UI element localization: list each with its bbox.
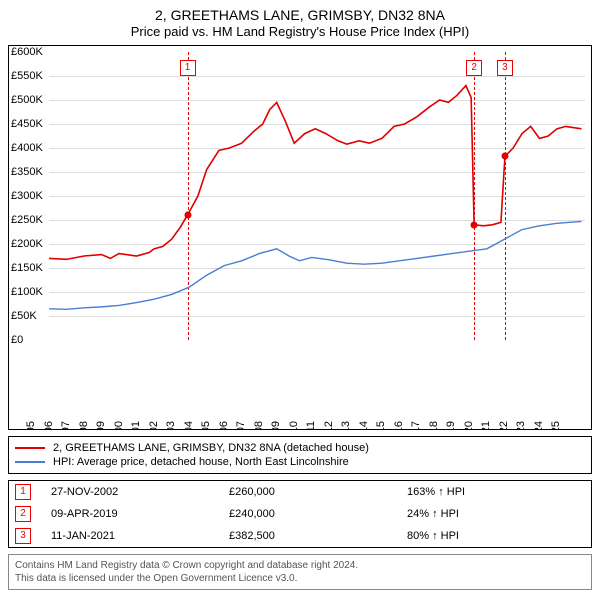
- row-date: 11-JAN-2021: [51, 530, 229, 542]
- x-axis-label: 2012: [329, 421, 341, 430]
- x-axis-label: 2023: [521, 421, 533, 430]
- x-axis-label: 1995: [31, 421, 43, 430]
- x-axis-label: 2009: [276, 421, 288, 430]
- legend-swatch: [15, 447, 45, 449]
- x-axis-label: 1998: [83, 421, 95, 430]
- price-marker: [501, 153, 508, 160]
- legend-label: HPI: Average price, detached house, Nort…: [53, 456, 349, 468]
- x-axis-label: 2003: [171, 421, 183, 430]
- y-axis-label: £250K: [11, 214, 43, 226]
- y-axis-label: £600K: [11, 46, 43, 58]
- series-hpi: [49, 222, 581, 310]
- y-axis-label: £500K: [11, 94, 43, 106]
- y-axis-label: £0: [11, 334, 23, 346]
- legend-item: HPI: Average price, detached house, Nort…: [15, 455, 585, 469]
- x-axis-label: 2025: [556, 421, 568, 430]
- row-callout-ref: 2: [15, 506, 31, 522]
- price-marker: [471, 221, 478, 228]
- chart-plot: £0 £50K £100K £150K £200K £250K £300K £350K £400…: [8, 45, 592, 430]
- row-hpi: 163% ↑ HPI: [407, 486, 585, 498]
- row-hpi: 80% ↑ HPI: [407, 530, 585, 542]
- x-axis-label: 2002: [153, 421, 165, 430]
- series-property: [49, 86, 581, 260]
- x-axis-label: 2011: [311, 421, 323, 430]
- chart-subtitle: Price paid vs. HM Land Registry's House …: [8, 24, 592, 41]
- x-axis-label: 2007: [241, 421, 253, 430]
- transactions-table: 1 27-NOV-2002£260,000163% ↑ HPI 2 09-APR-20…: [8, 480, 592, 548]
- y-axis-label: £100K: [11, 286, 43, 298]
- row-date: 27-NOV-2002: [51, 486, 229, 498]
- legend-item: 2, GREETHAMS LANE, GRIMSBY, DN32 8NA (de…: [15, 441, 585, 455]
- row-date: 09-APR-2019: [51, 508, 229, 520]
- row-price: £240,000: [229, 508, 407, 520]
- x-axis-label: 2010: [293, 421, 305, 430]
- x-axis-label: 2008: [258, 421, 270, 430]
- x-axis-label: 2004: [188, 421, 200, 430]
- table-row: 2 09-APR-2019£240,00024% ↑ HPI: [9, 503, 591, 525]
- table-row: 3 11-JAN-2021£382,50080% ↑ HPI: [9, 525, 591, 547]
- y-axis-label: £50K: [11, 310, 37, 322]
- x-axis-label: 2021: [486, 421, 498, 430]
- x-axis-label: 2017: [416, 421, 428, 430]
- row-callout-ref: 1: [15, 484, 31, 500]
- legend-swatch: [15, 461, 45, 463]
- x-axis-label: 2006: [223, 421, 235, 430]
- license-line: This data is licensed under the Open Gov…: [15, 572, 585, 585]
- chart-lines: [49, 52, 585, 340]
- row-price: £382,500: [229, 530, 407, 542]
- x-axis-label: 2001: [136, 421, 148, 430]
- row-callout-ref: 3: [15, 528, 31, 544]
- x-axis-label: 1997: [66, 421, 78, 430]
- y-axis-label: £200K: [11, 238, 43, 250]
- row-price: £260,000: [229, 486, 407, 498]
- y-axis-label: £450K: [11, 118, 43, 130]
- y-axis-label: £300K: [11, 190, 43, 202]
- x-axis-label: 2019: [451, 421, 463, 430]
- y-axis-label: £350K: [11, 166, 43, 178]
- x-axis-label: 2000: [118, 421, 130, 430]
- table-row: 1 27-NOV-2002£260,000163% ↑ HPI: [9, 481, 591, 503]
- y-axis-label: £400K: [11, 142, 43, 154]
- x-axis-label: 2005: [206, 421, 218, 430]
- license-line: Contains HM Land Registry data © Crown c…: [15, 559, 585, 572]
- license-text: Contains HM Land Registry data © Crown c…: [8, 554, 592, 590]
- x-axis-label: 1999: [101, 421, 113, 430]
- price-marker: [184, 212, 191, 219]
- x-axis-label: 2015: [381, 421, 393, 430]
- y-axis-label: £150K: [11, 262, 43, 274]
- x-axis-label: 1996: [48, 421, 60, 430]
- y-axis-label: £550K: [11, 70, 43, 82]
- x-axis-label: 2013: [346, 421, 358, 430]
- legend: 2, GREETHAMS LANE, GRIMSBY, DN32 8NA (de…: [8, 436, 592, 474]
- chart-title: 2, GREETHAMS LANE, GRIMSBY, DN32 8NA: [8, 6, 592, 24]
- legend-label: 2, GREETHAMS LANE, GRIMSBY, DN32 8NA (de…: [53, 442, 369, 454]
- x-axis-label: 2014: [364, 421, 376, 430]
- row-hpi: 24% ↑ HPI: [407, 508, 585, 520]
